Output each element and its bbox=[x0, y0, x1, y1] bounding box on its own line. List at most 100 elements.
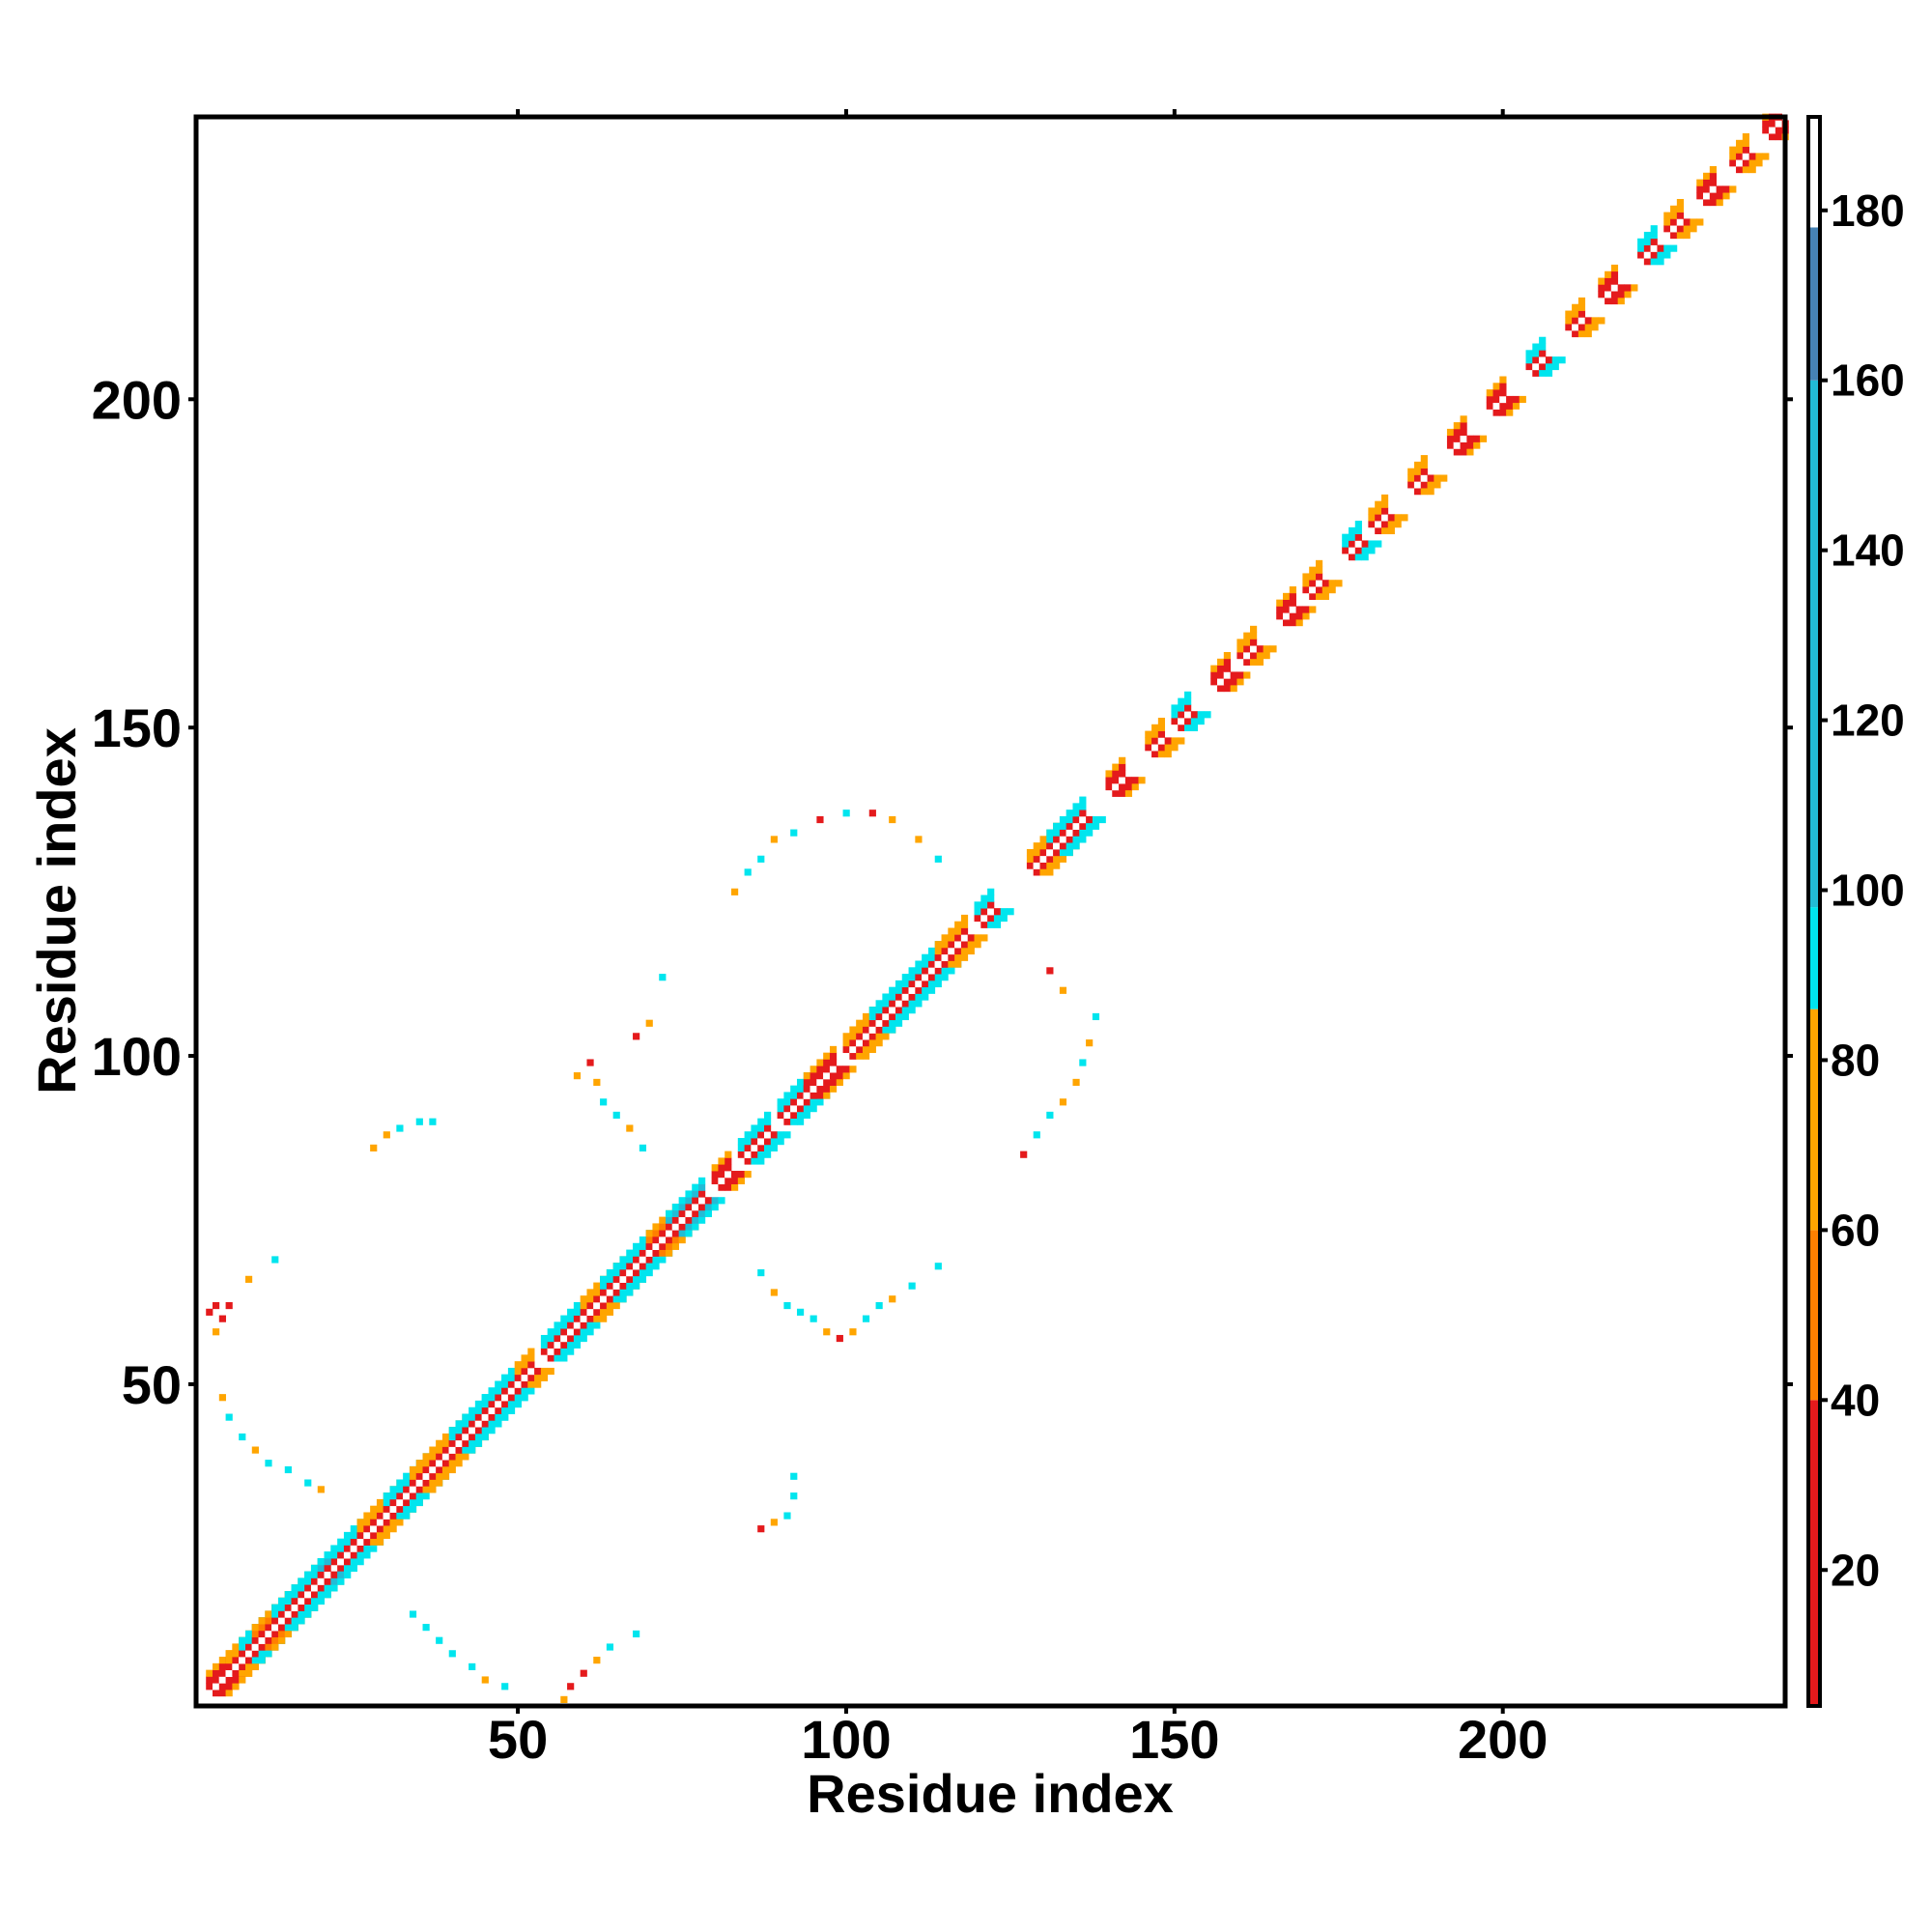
heatmap-cell bbox=[304, 1597, 312, 1605]
heatmap-cell bbox=[960, 927, 969, 935]
heatmap-cell bbox=[1223, 671, 1231, 679]
heatmap-cell bbox=[1065, 842, 1073, 850]
heatmap-cell bbox=[298, 1604, 305, 1611]
heatmap-cell bbox=[856, 1052, 864, 1060]
heatmap-cell bbox=[823, 1078, 831, 1087]
heatmap-cell bbox=[882, 1019, 890, 1027]
heatmap-cell bbox=[757, 1131, 765, 1139]
heatmap-cell bbox=[763, 1124, 772, 1132]
heatmap-cell bbox=[1112, 770, 1120, 778]
heatmap-cell bbox=[1348, 547, 1356, 554]
heatmap-cell bbox=[409, 1492, 417, 1500]
heatmap-cell bbox=[455, 1446, 463, 1454]
heatmap-cell bbox=[1446, 435, 1455, 442]
heatmap-cell bbox=[1572, 310, 1579, 318]
heatmap-cell bbox=[455, 1427, 463, 1435]
heatmap-cell bbox=[960, 914, 969, 923]
heatmap-cell bbox=[383, 1498, 390, 1507]
heatmap-cell bbox=[1289, 619, 1296, 627]
heatmap-cell bbox=[980, 908, 988, 916]
heatmap-cell bbox=[436, 1453, 443, 1461]
heatmap-cell bbox=[1375, 540, 1382, 548]
heatmap-cell bbox=[1157, 744, 1166, 752]
heatmap-cell bbox=[1729, 146, 1737, 154]
heatmap-cell bbox=[685, 1216, 693, 1224]
heatmap-cell bbox=[507, 1394, 516, 1402]
heatmap-cell bbox=[560, 1321, 568, 1329]
heatmap-cell bbox=[967, 934, 975, 942]
heatmap-cell bbox=[1577, 297, 1586, 305]
heatmap-cell bbox=[612, 1268, 620, 1277]
heatmap-cell bbox=[244, 1636, 253, 1644]
heatmap-cell bbox=[436, 1472, 443, 1480]
heatmap-cell bbox=[1217, 678, 1225, 686]
heatmap-cell bbox=[1145, 737, 1152, 745]
heatmap-cell bbox=[645, 1263, 653, 1270]
heatmap-cell bbox=[790, 1085, 798, 1093]
x-tick-label: 50 bbox=[488, 1709, 548, 1770]
heatmap-cell bbox=[889, 986, 896, 994]
heatmap-cell bbox=[698, 1209, 706, 1217]
heatmap-cell bbox=[895, 993, 903, 1001]
heatmap-cell bbox=[310, 1571, 319, 1578]
heatmap-cell bbox=[751, 1157, 758, 1165]
heatmap-cell bbox=[1769, 120, 1776, 128]
heatmap-cell bbox=[606, 1295, 614, 1303]
heatmap-cell bbox=[889, 1000, 896, 1008]
heatmap-cell bbox=[783, 1092, 791, 1099]
heatmap-cell bbox=[698, 1204, 706, 1211]
heatmap-cell bbox=[1736, 139, 1744, 147]
heatmap-cell bbox=[1210, 671, 1218, 679]
heatmap-cell bbox=[1748, 165, 1756, 174]
heatmap-cell bbox=[816, 815, 824, 824]
heatmap-cell bbox=[718, 1164, 725, 1172]
heatmap-cell bbox=[796, 1085, 805, 1093]
heatmap-cell bbox=[1643, 244, 1652, 252]
heatmap-cell bbox=[895, 1012, 903, 1021]
heatmap-cell bbox=[1335, 580, 1343, 587]
heatmap-cell bbox=[495, 1406, 502, 1414]
heatmap-cell bbox=[1210, 684, 1218, 693]
heatmap-cell bbox=[960, 921, 969, 928]
heatmap-cell bbox=[796, 1118, 805, 1125]
heatmap-cell bbox=[298, 1597, 305, 1605]
heatmap-cell bbox=[868, 1045, 876, 1054]
heatmap-cell bbox=[737, 1157, 745, 1165]
heatmap-cell bbox=[1769, 133, 1776, 141]
heatmap-cell bbox=[1283, 599, 1291, 607]
heatmap-cell bbox=[422, 1479, 430, 1487]
heatmap-cell bbox=[1119, 756, 1126, 764]
heatmap-cell bbox=[1532, 362, 1540, 371]
heatmap-cell bbox=[763, 1151, 772, 1158]
heatmap-cell bbox=[1479, 435, 1488, 442]
heatmap-cell bbox=[1236, 645, 1244, 653]
heatmap-cell bbox=[1703, 185, 1711, 193]
heatmap-cell bbox=[639, 1249, 647, 1257]
heatmap-cell bbox=[915, 960, 923, 968]
heatmap-cell bbox=[751, 1144, 758, 1151]
heatmap-cell bbox=[521, 1380, 528, 1388]
heatmap-cell bbox=[441, 1433, 450, 1441]
heatmap-cell bbox=[1473, 435, 1481, 442]
heatmap-cell bbox=[626, 1263, 634, 1270]
heatmap-cell bbox=[901, 993, 909, 1001]
heatmap-cell bbox=[633, 1630, 640, 1638]
heatmap-cell bbox=[441, 1439, 450, 1447]
heatmap-cell bbox=[337, 1564, 345, 1573]
heatmap-cell bbox=[882, 1000, 890, 1008]
heatmap-cell bbox=[849, 1026, 857, 1034]
heatmap-cell bbox=[948, 960, 955, 968]
heatmap-cell bbox=[633, 1256, 640, 1264]
heatmap-cell bbox=[1512, 395, 1520, 404]
y-tick-label: 150 bbox=[92, 697, 182, 758]
heatmap-cell bbox=[889, 1026, 896, 1034]
heatmap-cell bbox=[213, 1669, 220, 1677]
heatmap-cell bbox=[1368, 526, 1376, 535]
heatmap-cell bbox=[671, 1204, 680, 1211]
heatmap-cell bbox=[324, 1584, 331, 1592]
heatmap-cell bbox=[639, 1275, 647, 1283]
heatmap-cell bbox=[777, 1118, 784, 1125]
heatmap-cell bbox=[685, 1190, 693, 1198]
heatmap-cell bbox=[265, 1643, 272, 1651]
heatmap-cell bbox=[1453, 448, 1461, 456]
